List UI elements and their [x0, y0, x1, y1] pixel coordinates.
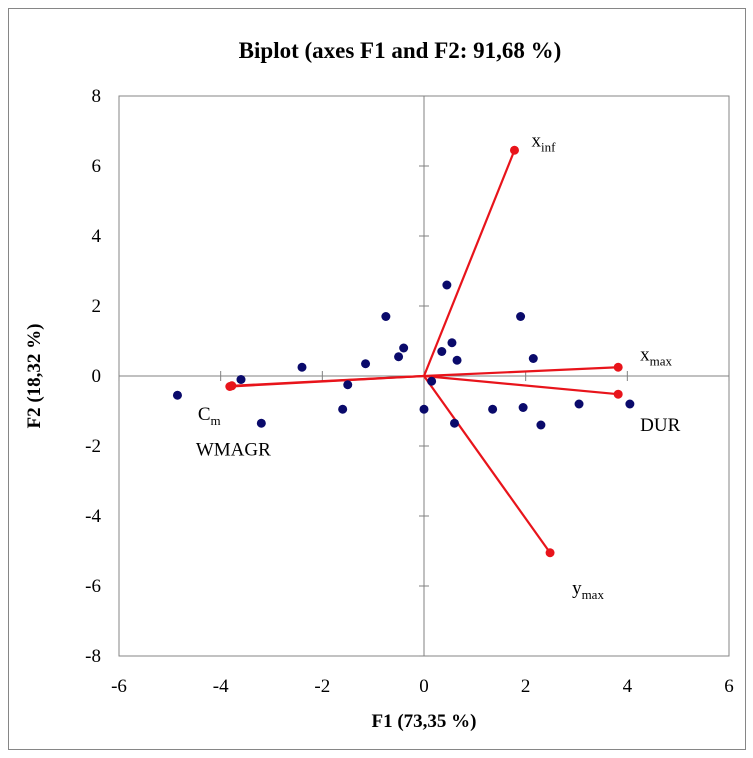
observation-point: [516, 312, 526, 321]
vector-endpoint-y-max: [545, 548, 555, 558]
x-tick-label: 0: [419, 676, 429, 697]
y-tick-label: -6: [85, 576, 101, 597]
vector-line-y-max: [423, 375, 551, 554]
tick-labels-layer: -6 -4 -2 0 2 4 6 -8 -6 -4 -2 0 2 4 6 8: [85, 86, 734, 697]
observation-point: [172, 390, 182, 400]
observation-point: [399, 343, 409, 353]
observation-point: [236, 375, 246, 384]
y-tick-label: 8: [92, 86, 102, 107]
variable-label-x-max: xmax: [640, 344, 672, 368]
variable-label-c-m: Cm: [198, 404, 221, 428]
observation-point: [437, 347, 447, 356]
variable-vectors: [225, 145, 623, 558]
observation-point: [343, 380, 353, 390]
observation-point: [574, 399, 584, 409]
observation-point: [361, 359, 371, 369]
x-tick-label: -4: [213, 676, 229, 697]
observation-point: [427, 376, 437, 386]
variable-label-dur: DUR: [640, 415, 680, 436]
x-tick-label: 2: [521, 676, 531, 697]
chart-title: Biplot (axes F1 and F2: 91,68 %): [239, 38, 562, 63]
vector-line-dur: [423, 374, 619, 396]
y-tick-label: -8: [85, 646, 101, 667]
variable-label-wmagr: WMAGR: [196, 440, 271, 461]
observation-point: [442, 280, 452, 290]
vector-endpoint-dur: [613, 389, 623, 399]
observation-point: [528, 354, 538, 363]
observation-point: [338, 404, 348, 414]
y-axis-label: F2 (18,32 %): [24, 323, 45, 428]
vector-endpoint-x-inf: [509, 145, 519, 155]
observation-point: [450, 418, 459, 428]
observation-point: [488, 404, 498, 414]
y-tick-label: -2: [85, 436, 101, 457]
y-tick-label: 4: [92, 226, 102, 247]
x-tick-label: -2: [314, 676, 330, 697]
observation-point: [394, 352, 404, 362]
vector-line-x-max: [423, 366, 619, 378]
vector-endpoint-wmagr: [225, 382, 235, 391]
vector-line-wmagr: [229, 374, 425, 388]
y-tick-label: -4: [85, 506, 101, 527]
x-axis-label: F1 (73,35 %): [371, 711, 476, 732]
observation-point: [536, 420, 546, 430]
variable-label-x-inf: xinf: [531, 130, 556, 154]
vector-endpoint-x-max: [613, 362, 623, 372]
y-tick-label: 6: [92, 156, 102, 177]
x-tick-label: -6: [111, 676, 127, 697]
vector-line-x-inf: [422, 149, 516, 377]
observation-point: [518, 403, 528, 412]
x-tick-label: 4: [623, 676, 633, 697]
observation-point: [381, 312, 391, 321]
observation-point: [447, 338, 457, 348]
variable-labels: xinf xmax DUR ymax Cm WMAGR: [196, 130, 681, 602]
observation-point: [419, 404, 429, 414]
y-tick-label: 2: [92, 296, 102, 317]
observation-point: [625, 399, 635, 409]
observation-point: [256, 418, 266, 428]
y-tick-label: 0: [92, 366, 102, 387]
observation-points: [172, 280, 635, 430]
observation-point: [297, 362, 307, 372]
observation-point: [452, 355, 462, 365]
x-tick-label: 6: [724, 676, 734, 697]
variable-label-y-max: ymax: [572, 578, 604, 602]
